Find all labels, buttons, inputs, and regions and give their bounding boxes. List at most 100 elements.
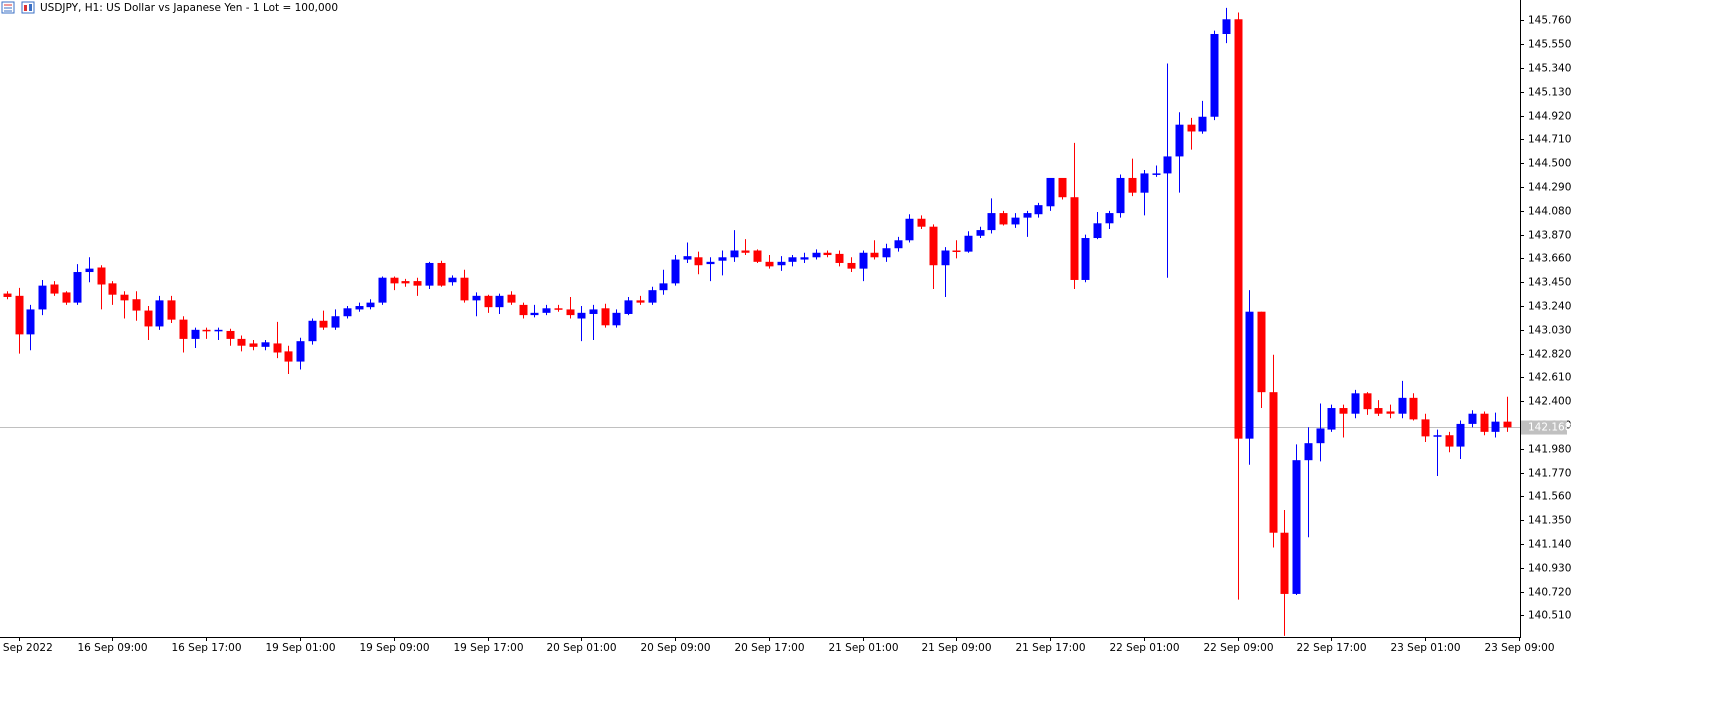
candle-body bbox=[835, 253, 844, 263]
candle-body bbox=[202, 329, 211, 332]
chart-title: USDJPY, H1: US Dollar vs Japanese Yen - … bbox=[40, 2, 338, 14]
candle-body bbox=[1234, 19, 1243, 439]
candle-body bbox=[1503, 421, 1512, 428]
x-tick-label: 19 Sep 17:00 bbox=[453, 642, 523, 654]
y-tick-label: 141.560 bbox=[1528, 491, 1571, 503]
candle-body bbox=[800, 257, 809, 260]
candle-body bbox=[15, 295, 24, 335]
candle-body bbox=[683, 256, 692, 260]
candle-body bbox=[1105, 213, 1114, 224]
candle-body bbox=[1409, 397, 1418, 420]
candle-body bbox=[1316, 428, 1325, 444]
candle-body bbox=[308, 320, 317, 342]
candle-body bbox=[1386, 411, 1395, 414]
y-tick-label: 144.920 bbox=[1528, 111, 1571, 123]
candle-body bbox=[999, 213, 1008, 225]
candle-body bbox=[390, 277, 399, 284]
candle-body bbox=[472, 295, 481, 301]
y-tick-label: 145.130 bbox=[1528, 87, 1571, 99]
candle-body bbox=[1175, 124, 1184, 157]
candle-body bbox=[987, 213, 996, 231]
candle-body bbox=[448, 277, 457, 283]
y-tick-label: 140.720 bbox=[1528, 587, 1571, 599]
y-tick-label: 144.500 bbox=[1528, 158, 1571, 170]
candle-body bbox=[976, 230, 985, 236]
candle-body bbox=[1093, 223, 1102, 239]
candle-body bbox=[519, 304, 528, 316]
candle-body bbox=[1081, 238, 1090, 280]
candle-body bbox=[648, 290, 657, 303]
candle-body bbox=[741, 250, 750, 253]
last-price-label: 142.168 bbox=[1528, 422, 1571, 434]
candle-body bbox=[859, 252, 868, 269]
candle-body bbox=[694, 257, 703, 266]
last-price-box bbox=[1521, 420, 1567, 435]
candle-body bbox=[941, 250, 950, 266]
y-tick-label: 140.510 bbox=[1528, 610, 1571, 622]
y-tick-label: 141.350 bbox=[1528, 515, 1571, 527]
x-tick-label: 16 Sep 2022 bbox=[0, 642, 53, 654]
y-tick-label: 143.870 bbox=[1528, 230, 1571, 242]
x-tick-label: 16 Sep 09:00 bbox=[77, 642, 147, 654]
y-tick-label: 142.400 bbox=[1528, 396, 1571, 408]
x-tick-label: 21 Sep 01:00 bbox=[828, 642, 898, 654]
icon-chart bbox=[21, 1, 35, 14]
candle-body bbox=[85, 268, 94, 273]
candle-body bbox=[62, 292, 71, 303]
x-tick-label: 20 Sep 17:00 bbox=[734, 642, 804, 654]
candle-body bbox=[191, 329, 200, 339]
candle-body bbox=[401, 281, 410, 284]
candle-body bbox=[1034, 205, 1043, 215]
candle-body bbox=[566, 309, 575, 316]
candle-body bbox=[659, 283, 668, 291]
candle-body bbox=[97, 267, 106, 285]
candle-body bbox=[730, 250, 739, 258]
candle-body bbox=[1456, 423, 1465, 447]
candle-body bbox=[1269, 392, 1278, 533]
y-tick-label: 145.550 bbox=[1528, 39, 1571, 51]
x-tick-label: 21 Sep 09:00 bbox=[921, 642, 991, 654]
candle-body bbox=[1374, 408, 1383, 414]
candle-body bbox=[38, 285, 47, 310]
candle-body bbox=[706, 261, 715, 265]
candle-body bbox=[284, 351, 293, 362]
y-tick-label: 143.450 bbox=[1528, 277, 1571, 289]
icon-bar bbox=[29, 4, 32, 11]
candle-body bbox=[542, 308, 551, 313]
candle-body bbox=[1222, 19, 1231, 35]
candle-body bbox=[1023, 213, 1032, 218]
candle-body bbox=[554, 308, 563, 310]
x-tick-label: 22 Sep 17:00 bbox=[1296, 642, 1366, 654]
candle-body bbox=[460, 277, 469, 301]
candle-body bbox=[155, 300, 164, 327]
candle-body bbox=[1058, 177, 1067, 198]
icon-bar bbox=[24, 5, 27, 11]
candle-body bbox=[718, 257, 727, 261]
candle-body bbox=[624, 300, 633, 314]
candle-body bbox=[1421, 419, 1430, 437]
y-tick-label: 143.660 bbox=[1528, 253, 1571, 265]
candle-body bbox=[343, 308, 352, 317]
candle-body bbox=[1257, 311, 1266, 393]
x-tick-label: 23 Sep 09:00 bbox=[1484, 642, 1554, 654]
x-tick-label: 23 Sep 01:00 bbox=[1390, 642, 1460, 654]
x-tick-label: 22 Sep 01:00 bbox=[1109, 642, 1179, 654]
candle-body bbox=[1011, 217, 1020, 225]
candle-body bbox=[1210, 34, 1219, 117]
candle-body bbox=[1187, 124, 1196, 132]
y-tick-label: 145.340 bbox=[1528, 63, 1571, 75]
candle-body bbox=[870, 252, 879, 258]
candle-body bbox=[952, 250, 961, 252]
x-tick-label: 16 Sep 17:00 bbox=[171, 642, 241, 654]
candle-body bbox=[1198, 116, 1207, 132]
candle-body bbox=[1070, 197, 1079, 280]
candle-body bbox=[3, 293, 12, 297]
candle-body bbox=[753, 250, 762, 262]
candle-body bbox=[1163, 156, 1172, 174]
candle-body bbox=[1480, 413, 1489, 432]
candle-body bbox=[636, 300, 645, 303]
symbol-icons bbox=[1, 1, 35, 14]
